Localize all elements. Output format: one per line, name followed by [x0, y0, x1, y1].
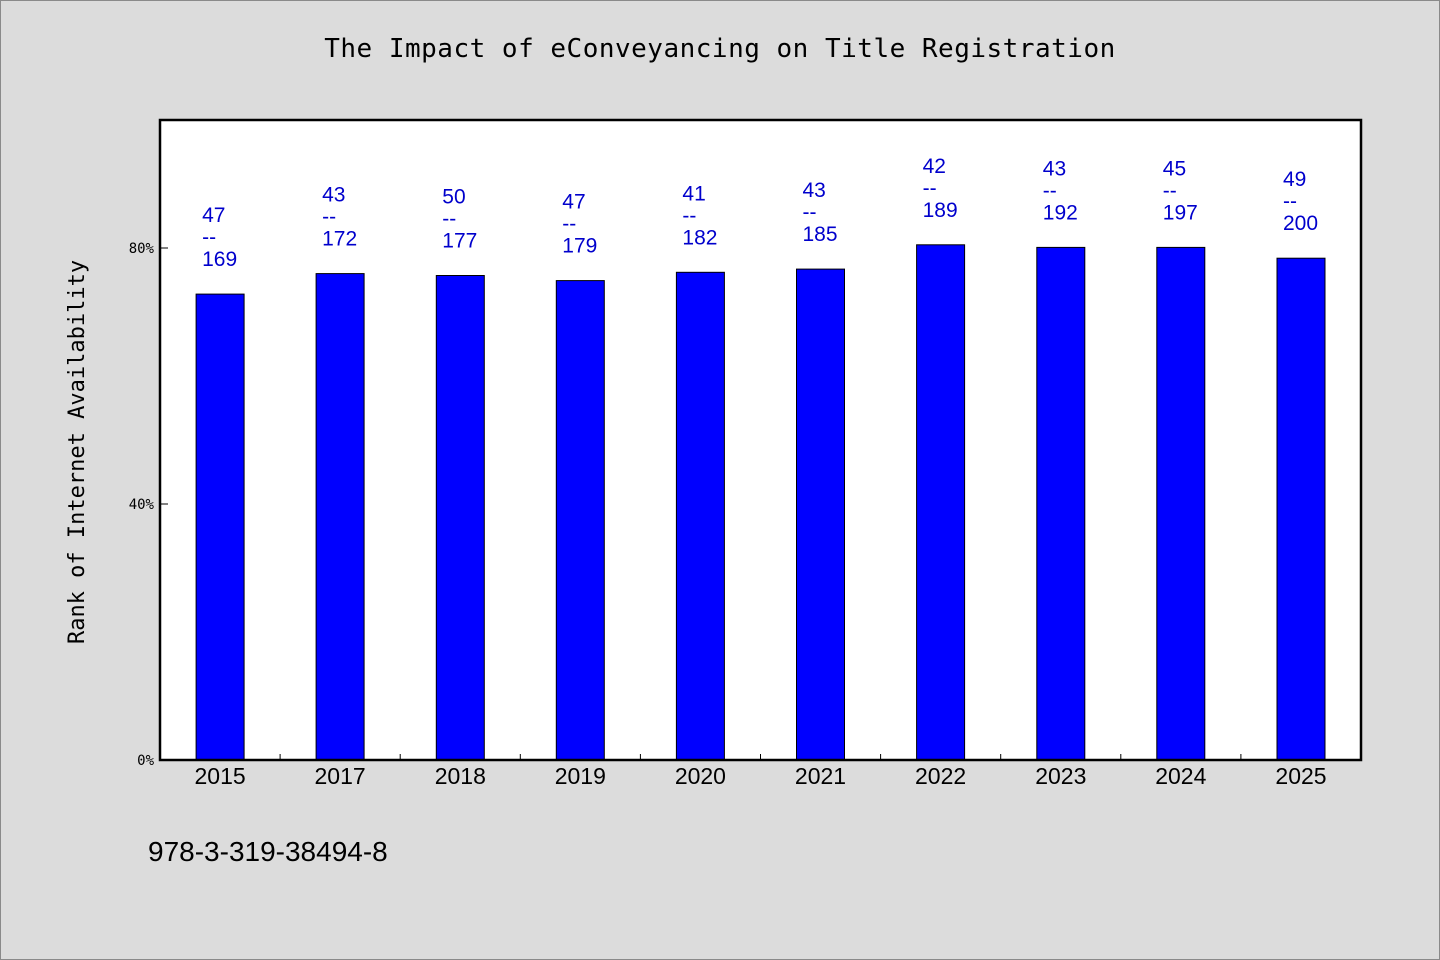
x-tick-label-2020: 2020: [675, 763, 726, 789]
bar-2018: [435, 275, 485, 761]
bar-2017: [315, 273, 365, 761]
bar-label-sep-2024: --: [1163, 179, 1177, 202]
bar-label-bottom-2022: 189: [923, 199, 958, 222]
bar-label-bottom-2025: 200: [1283, 212, 1318, 235]
bar-label-sep-2019: --: [562, 213, 576, 236]
bar-2015: [195, 293, 245, 761]
bar-label-top-2021: 43: [803, 179, 826, 202]
bar-label-sep-2020: --: [682, 204, 696, 227]
bar-label-bottom-2020: 182: [682, 226, 717, 249]
x-tick-label-2023: 2023: [1035, 763, 1086, 789]
bar-2021: [796, 268, 845, 761]
y-tick-label-0: 0%: [137, 753, 154, 769]
bar-2024: [1156, 246, 1206, 761]
bar-label-sep-2018: --: [442, 208, 456, 231]
bar-label-top-2020: 41: [682, 182, 705, 205]
bar-label-top-2022: 42: [923, 155, 946, 178]
x-tick-label-2017: 2017: [315, 763, 366, 789]
bar-label-sep-2023: --: [1043, 179, 1057, 202]
x-tick-label-2018: 2018: [435, 763, 486, 789]
y-tick-label-40: 40%: [129, 497, 155, 513]
bar-label-sep-2017: --: [322, 206, 336, 229]
bar-label-sep-2025: --: [1283, 190, 1297, 213]
y-axis-label: Rank of Internet Availability: [65, 260, 90, 644]
bar-2025: [1276, 257, 1326, 761]
bar-2019: [555, 280, 605, 761]
x-tick-label-2019: 2019: [555, 763, 606, 789]
bar-label-sep-2022: --: [923, 177, 937, 200]
x-tick-label-2015: 2015: [195, 763, 246, 789]
bar-label-bottom-2017: 172: [322, 228, 357, 251]
x-tick-label-2022: 2022: [915, 763, 966, 789]
bar-2020: [675, 271, 725, 761]
bar-label-bottom-2019: 179: [562, 235, 597, 258]
bar-label-top-2017: 43: [322, 184, 345, 207]
bar-label-top-2025: 49: [1283, 168, 1306, 191]
x-tick-label-2024: 2024: [1155, 763, 1206, 789]
bar-label-bottom-2021: 185: [803, 223, 838, 246]
bar-label-top-2023: 43: [1043, 157, 1066, 180]
x-tick-label-2025: 2025: [1275, 763, 1326, 789]
bar-label-top-2024: 45: [1163, 157, 1186, 180]
bar-label-sep-2021: --: [803, 201, 817, 224]
bar-label-bottom-2018: 177: [442, 230, 477, 253]
bar-2023: [1036, 246, 1086, 761]
bar-label-bottom-2015: 169: [202, 248, 237, 271]
x-tick-label-2021: 2021: [795, 763, 846, 789]
footer-note: 978-3-319-38494-8: [148, 836, 388, 867]
y-tick-label-80: 80%: [129, 241, 155, 257]
bar-label-sep-2015: --: [202, 226, 216, 249]
bar-label-top-2018: 50: [442, 186, 465, 209]
bar-label-top-2015: 47: [202, 204, 225, 227]
bar-label-bottom-2024: 197: [1163, 201, 1198, 224]
bar-label-top-2019: 47: [562, 191, 585, 214]
bar-2022: [916, 244, 966, 761]
bar-label-bottom-2023: 192: [1043, 201, 1078, 224]
chart-title: The Impact of eConveyancing on Title Reg…: [324, 34, 1116, 64]
